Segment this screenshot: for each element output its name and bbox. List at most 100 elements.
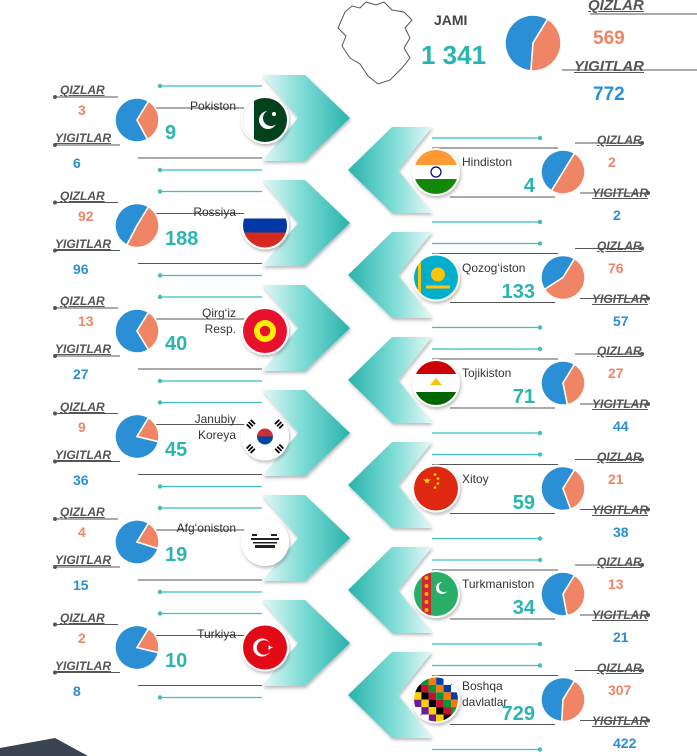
qizlar-value-janubiy-koreya: 9 — [78, 418, 86, 435]
country-row-tojikiston — [412, 359, 586, 407]
pie-slice-yigitlar — [540, 571, 576, 617]
total-value-afg-oniston: 19 — [165, 544, 188, 566]
qizlar-value-turkiya: 2 — [78, 629, 86, 646]
chevron-right-arrow — [262, 390, 350, 476]
pie-rossiya — [114, 202, 160, 249]
pie-qozog-iston — [540, 254, 586, 301]
south-korea-flag-icon — [241, 412, 289, 461]
country-name-boshqa-davlatlar: Boshqa davlatlar — [462, 678, 508, 709]
yigitlar-value-hindiston: 2 — [613, 207, 621, 223]
pie-slice-qizlar — [562, 574, 586, 617]
pie-tojikiston — [540, 360, 586, 406]
country-row-pokiston — [114, 96, 289, 144]
chevron-left-arrow — [348, 442, 432, 528]
yigitlar-label: YIGITLAR — [55, 342, 111, 356]
qizlar-value-qozog-iston: 76 — [608, 259, 624, 276]
country-name-xitoy: Xitoy — [462, 471, 489, 486]
qizlar-label: QIZLAR — [60, 505, 105, 519]
chevron-right-arrow — [262, 180, 350, 266]
country-row-hindiston — [412, 148, 586, 196]
pie-slice-qizlar — [136, 311, 160, 351]
total-value-turkmaniston: 34 — [512, 597, 535, 619]
pie-slice-yigitlar — [504, 14, 549, 72]
pie-slice-qizlar — [550, 152, 586, 195]
total-qizlar-label: QIZLAR — [588, 0, 644, 14]
yigitlar-value-janubiy-koreya: 36 — [73, 471, 89, 488]
total-pie — [504, 14, 562, 72]
pie-pokiston — [114, 97, 160, 143]
total-value-pokiston: 9 — [165, 122, 177, 144]
pie-boshqa-davlatlar — [540, 676, 586, 723]
total-value-turkiya: 10 — [165, 649, 188, 672]
total-value-xitoy: 59 — [512, 491, 535, 514]
total-value-janubiy-koreya: 45 — [165, 438, 188, 461]
yigitlar-value-pokiston: 6 — [73, 155, 81, 171]
qizlar-label: QIZLAR — [597, 449, 642, 464]
country-name-janubiy-koreya: Janubiy Koreya — [194, 411, 236, 442]
chevron-right-arrow — [262, 600, 350, 686]
pie-slice-qizlar — [135, 416, 160, 443]
pakistan-flag-icon — [241, 96, 289, 144]
country-row-qirg-iz-resp — [114, 307, 289, 355]
pie-slice-qizlar — [543, 257, 586, 301]
qizlar-value-hindiston: 2 — [608, 154, 616, 170]
yigitlar-label: YIGITLAR — [592, 186, 648, 200]
pie-slice-yigitlar — [540, 465, 576, 512]
chevron-left-arrow — [348, 127, 432, 213]
india-flag-icon — [412, 148, 460, 196]
chevron-left-arrow — [348, 337, 432, 423]
pie-turkmaniston — [540, 571, 586, 617]
country-name-qirg-iz-resp: Qirg‘iz Resp. — [201, 306, 236, 337]
qizlar-value-xitoy: 21 — [608, 470, 624, 487]
yigitlar-value-qirg-iz-resp: 27 — [73, 366, 89, 382]
country-name-turkiya: Turkiya — [197, 626, 236, 641]
yigitlar-value-xitoy: 38 — [613, 523, 629, 540]
kyrgyzstan-flag-icon — [241, 307, 289, 355]
total-qizlar-value: 569 — [593, 28, 625, 49]
country-row-janubiy-koreya — [114, 412, 289, 461]
pie-slice-qizlar — [136, 100, 160, 141]
yigitlar-label: YIGITLAR — [592, 713, 648, 728]
country-name-pokiston: Pokiston — [189, 99, 236, 113]
qizlar-label: QIZLAR — [60, 83, 105, 97]
qizlar-value-qirg-iz-resp: 13 — [78, 313, 94, 329]
country-row-boshqa-davlatlar — [412, 675, 586, 724]
total-value: 1 341 — [421, 40, 487, 70]
yigitlar-label: YIGITLAR — [592, 291, 648, 306]
pie-slice-yigitlar — [114, 308, 150, 354]
yigitlar-value-turkiya: 8 — [73, 682, 81, 699]
chevron-left-arrow — [348, 547, 432, 633]
total-yigitlar-label: YIGITLAR — [574, 58, 644, 75]
pie-slice-qizlar — [561, 679, 586, 723]
russia-flag-icon — [241, 201, 289, 250]
qizlar-label: QIZLAR — [597, 133, 642, 147]
yigitlar-value-qozog-iston: 57 — [613, 312, 629, 329]
qizlar-value-pokiston: 3 — [78, 102, 86, 118]
pie-slice-yigitlar — [114, 97, 150, 143]
total-yigitlar-value: 772 — [593, 84, 625, 105]
total-value-qozog-iston: 133 — [501, 280, 535, 303]
country-row-xitoy — [412, 464, 586, 513]
qizlar-label: QIZLAR — [597, 238, 642, 253]
yigitlar-label: YIGITLAR — [55, 447, 111, 462]
pie-janubiy-koreya — [114, 413, 160, 460]
qizlar-label: QIZLAR — [60, 188, 105, 203]
afghanistan-flag-icon — [241, 518, 289, 566]
pie-xitoy — [540, 465, 586, 512]
country-row-turkiya — [114, 623, 289, 672]
total-value-qirg-iz-resp: 40 — [165, 333, 188, 355]
total-value-hindiston: 4 — [523, 175, 535, 197]
pie-slice-qizlar — [530, 18, 562, 72]
yigitlar-label: YIGITLAR — [55, 131, 111, 145]
world-flags-icon — [412, 675, 460, 724]
qizlar-value-afg-oniston: 4 — [78, 524, 86, 540]
turkmenistan-flag-icon — [412, 570, 460, 618]
total-value-boshqa-davlatlar: 729 — [501, 702, 535, 725]
yigitlar-label: YIGITLAR — [55, 553, 111, 567]
pie-qirg-iz-resp — [114, 308, 160, 354]
country-name-qozog-iston: Qozog‘iston — [462, 260, 526, 275]
qizlar-label: QIZLAR — [60, 294, 105, 308]
qizlar-label: QIZLAR — [60, 610, 105, 625]
country-name-afg-oniston: Afg‘oniston — [176, 521, 236, 535]
yigitlar-label: YIGITLAR — [55, 236, 111, 251]
